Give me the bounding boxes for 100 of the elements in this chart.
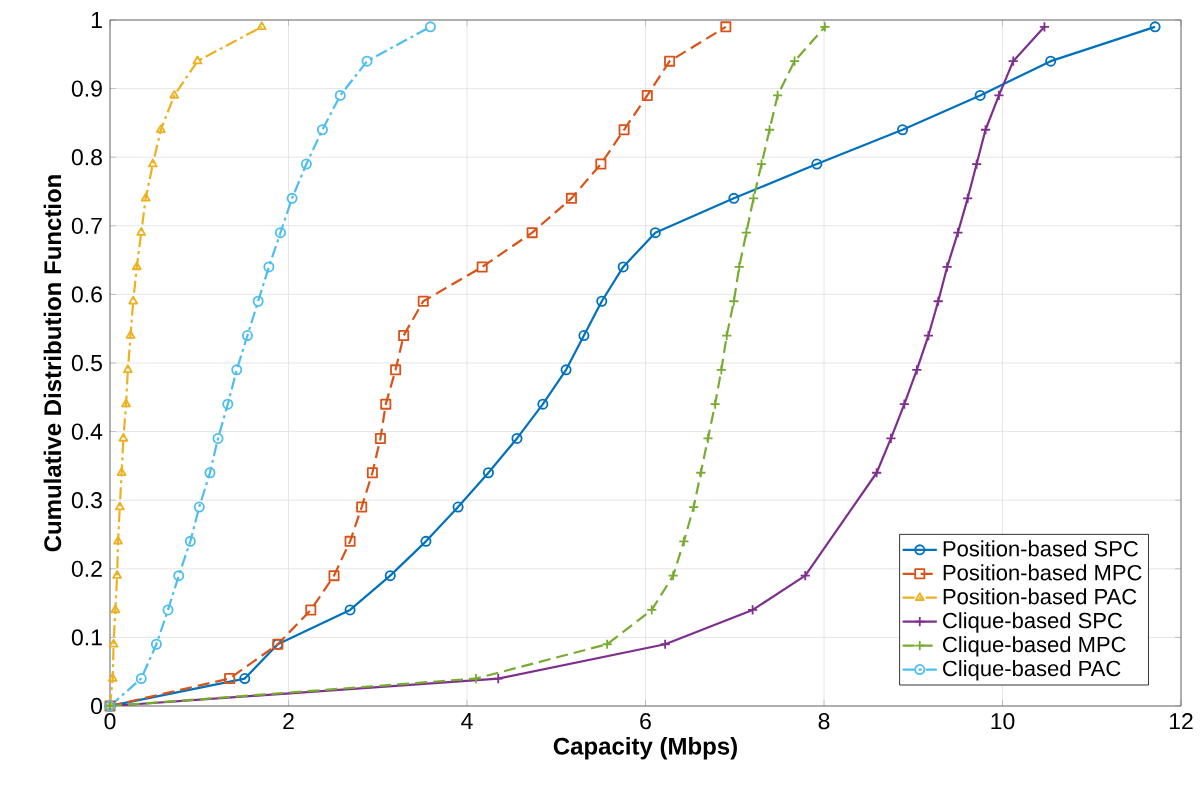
point xyxy=(974,89,986,101)
point xyxy=(898,398,910,410)
x-tick-label: 0 xyxy=(104,713,116,730)
point xyxy=(932,295,944,307)
point xyxy=(222,398,234,410)
point xyxy=(122,364,133,374)
point xyxy=(492,673,504,685)
point xyxy=(971,158,983,170)
point xyxy=(1045,55,1057,67)
point xyxy=(107,673,118,682)
point xyxy=(384,570,396,582)
point xyxy=(184,535,196,547)
point xyxy=(334,89,346,101)
point xyxy=(993,89,1005,101)
point xyxy=(147,158,158,168)
point xyxy=(252,295,264,307)
y-tick-label: 0 xyxy=(91,697,103,715)
x-tick-label: 2 xyxy=(283,713,294,730)
point xyxy=(980,124,992,136)
point xyxy=(344,535,356,547)
point xyxy=(300,158,312,170)
point xyxy=(136,227,147,236)
point xyxy=(135,673,147,685)
point xyxy=(420,535,432,547)
point xyxy=(728,295,740,307)
y-tick-label: 0.5 xyxy=(71,354,102,372)
point xyxy=(595,158,607,170)
point xyxy=(721,330,733,342)
point xyxy=(618,124,630,136)
point xyxy=(659,638,671,650)
y-tick-label: 0.3 xyxy=(71,492,102,509)
y-tick-label: 0.1 xyxy=(71,629,102,646)
point xyxy=(239,673,251,685)
point xyxy=(560,364,572,376)
point xyxy=(150,638,162,650)
point xyxy=(565,192,577,204)
point xyxy=(664,55,676,67)
point xyxy=(112,570,123,579)
point xyxy=(274,227,286,239)
point xyxy=(121,398,131,408)
point xyxy=(617,261,629,273)
x-tick-label: 6 xyxy=(640,713,651,730)
point xyxy=(756,158,768,170)
point xyxy=(811,158,823,170)
point xyxy=(649,227,661,239)
point xyxy=(452,501,464,513)
point xyxy=(601,638,613,650)
point xyxy=(747,604,759,616)
point xyxy=(941,261,953,273)
point xyxy=(709,398,721,410)
y-tick-label: 0.9 xyxy=(71,80,102,97)
point xyxy=(113,535,123,545)
point xyxy=(241,330,253,342)
point xyxy=(356,501,368,513)
point xyxy=(695,467,707,479)
y-tick-label: 0.8 xyxy=(71,149,102,166)
point xyxy=(476,261,488,273)
point xyxy=(667,570,679,582)
point xyxy=(799,570,811,582)
point xyxy=(720,21,732,33)
point xyxy=(140,192,151,202)
point xyxy=(305,604,317,616)
y-tick-label: 0.6 xyxy=(71,286,102,303)
point xyxy=(911,364,923,376)
legend-label: Position-based MPC xyxy=(943,564,1142,581)
point xyxy=(173,570,185,582)
point xyxy=(328,570,340,582)
point xyxy=(193,501,205,513)
point xyxy=(116,467,127,476)
point xyxy=(897,124,909,136)
point xyxy=(678,535,690,547)
legend-label: Clique-based SPC xyxy=(943,612,1123,633)
x-tick-label: 10 xyxy=(991,713,1015,730)
point xyxy=(764,124,776,136)
y-axis-title: Cumulative Distribution Function xyxy=(43,175,62,552)
point xyxy=(344,604,356,616)
point xyxy=(871,467,883,479)
point xyxy=(578,330,590,342)
x-axis-title: Capacity (Mbps) xyxy=(553,737,737,760)
point xyxy=(361,55,373,67)
point xyxy=(212,432,224,444)
point xyxy=(398,330,410,342)
point xyxy=(162,604,174,616)
point xyxy=(728,192,740,204)
point xyxy=(952,227,964,239)
point xyxy=(125,330,136,339)
point xyxy=(537,398,549,410)
y-tick-label: 1 xyxy=(91,12,102,28)
point xyxy=(819,21,831,33)
point xyxy=(1007,55,1019,67)
point xyxy=(118,432,129,442)
point xyxy=(646,604,658,616)
point xyxy=(470,673,482,685)
point xyxy=(526,227,538,239)
point xyxy=(108,638,119,648)
point xyxy=(366,467,378,479)
point xyxy=(110,604,121,614)
point xyxy=(715,364,727,376)
point xyxy=(688,501,700,513)
point xyxy=(1038,21,1050,33)
